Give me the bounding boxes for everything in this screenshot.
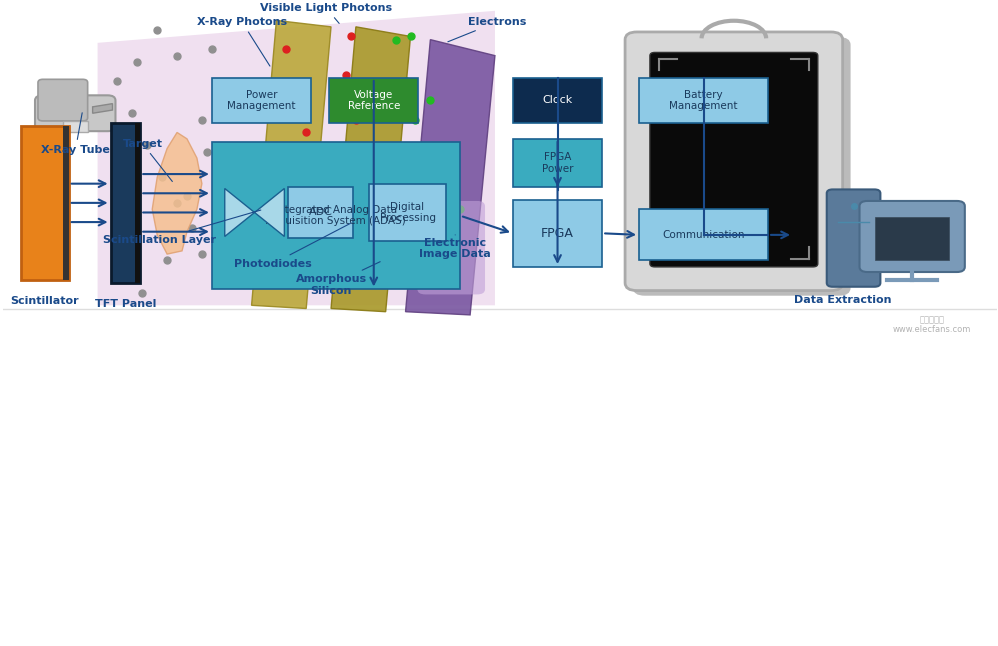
FancyBboxPatch shape — [633, 37, 850, 296]
Text: Integrated Analog Data
Acquisition System (ADAS): Integrated Analog Data Acquisition Syste… — [266, 205, 406, 227]
Text: Data Extraction: Data Extraction — [793, 295, 891, 306]
FancyBboxPatch shape — [513, 200, 602, 267]
Polygon shape — [153, 132, 202, 254]
Text: Visible Light Photons: Visible Light Photons — [260, 3, 392, 23]
Text: Photodiodes: Photodiodes — [234, 224, 350, 269]
Polygon shape — [93, 103, 113, 113]
FancyBboxPatch shape — [417, 201, 485, 295]
FancyBboxPatch shape — [625, 32, 842, 291]
FancyBboxPatch shape — [826, 189, 880, 287]
Text: Scintillation Layer: Scintillation Layer — [103, 210, 260, 245]
Text: Power
Management: Power Management — [228, 90, 295, 111]
Polygon shape — [225, 189, 254, 236]
Text: Electronic
Image Data: Electronic Image Data — [419, 235, 491, 259]
Text: Voltage
Reference: Voltage Reference — [347, 90, 400, 111]
FancyBboxPatch shape — [111, 123, 141, 283]
FancyBboxPatch shape — [859, 201, 965, 272]
FancyBboxPatch shape — [35, 96, 116, 131]
Text: X-Ray Photons: X-Ray Photons — [197, 17, 287, 66]
Ellipse shape — [43, 83, 83, 118]
FancyBboxPatch shape — [650, 52, 817, 267]
Text: TFT Panel: TFT Panel — [95, 299, 156, 309]
FancyBboxPatch shape — [21, 126, 69, 280]
Polygon shape — [98, 11, 495, 306]
Text: Amorphous
Silicon: Amorphous Silicon — [295, 262, 380, 296]
FancyBboxPatch shape — [288, 187, 353, 238]
FancyBboxPatch shape — [212, 78, 311, 123]
FancyBboxPatch shape — [369, 183, 446, 242]
Polygon shape — [254, 189, 284, 236]
Text: FPGA: FPGA — [541, 227, 574, 240]
FancyBboxPatch shape — [513, 139, 602, 187]
Text: Digital
Processing: Digital Processing — [379, 202, 435, 224]
Text: Electrons: Electrons — [448, 17, 527, 42]
FancyBboxPatch shape — [875, 217, 949, 260]
Text: Battery
Management: Battery Management — [670, 90, 738, 111]
FancyBboxPatch shape — [63, 126, 69, 280]
FancyBboxPatch shape — [329, 78, 418, 123]
Polygon shape — [331, 27, 410, 312]
FancyBboxPatch shape — [513, 78, 602, 123]
Text: Target: Target — [123, 138, 173, 182]
Text: Clock: Clock — [542, 96, 573, 105]
Polygon shape — [251, 21, 331, 309]
Text: X-Ray Tube: X-Ray Tube — [41, 113, 110, 155]
FancyBboxPatch shape — [63, 121, 88, 132]
FancyBboxPatch shape — [38, 79, 88, 121]
FancyBboxPatch shape — [639, 209, 768, 260]
FancyBboxPatch shape — [639, 78, 768, 123]
Text: ADC: ADC — [308, 207, 332, 218]
Text: 电子发烧友
www.elecfans.com: 电子发烧友 www.elecfans.com — [893, 315, 971, 335]
FancyBboxPatch shape — [212, 142, 460, 289]
Text: Communication: Communication — [663, 230, 745, 240]
Text: FPGA
Power: FPGA Power — [542, 152, 573, 174]
Text: Scintillator: Scintillator — [11, 296, 79, 306]
FancyBboxPatch shape — [136, 123, 141, 283]
Polygon shape — [405, 39, 495, 315]
